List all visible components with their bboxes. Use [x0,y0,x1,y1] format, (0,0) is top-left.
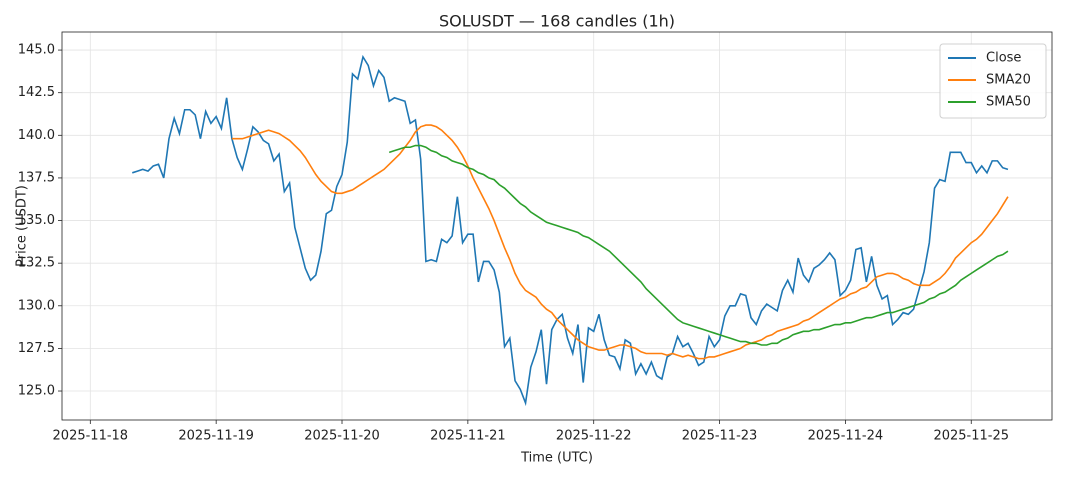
y-tick-label: 137.5 [18,170,55,185]
plot-frame [61,31,1053,421]
legend-label: Close [986,51,1021,66]
x-tick-label: 2025-11-21 [430,429,506,444]
legend-box [939,43,1047,119]
x-tick-label: 2025-11-18 [53,429,129,444]
y-tick-label: 125.0 [18,384,55,399]
y-tick-label: 145.0 [18,43,55,58]
y-tick-label: 132.5 [18,256,55,271]
x-tick-label: 2025-11-25 [933,429,1009,444]
y-tick-label: 140.0 [18,128,55,143]
y-tick-label: 127.5 [18,341,55,356]
y-axis-label: Price (USDT) [15,185,30,267]
line-series [132,54,1009,407]
x-tick-label: 2025-11-20 [304,429,380,444]
x-tick-label: 2025-11-19 [178,429,254,444]
x-axis-label: Time (UTC) [520,451,593,466]
line-series [388,144,1009,346]
legend-label: SMA50 [986,95,1031,110]
y-tick-label: 135.0 [18,213,55,228]
y-tick-label: 142.5 [18,85,55,100]
legend-label: SMA20 [986,73,1031,88]
chart-title: SOLUSDT — 168 candles (1h) [439,12,675,31]
y-tick-label: 130.0 [18,298,55,313]
x-tick-label: 2025-11-23 [682,429,758,444]
x-tick-label: 2025-11-22 [556,429,632,444]
x-tick-label: 2025-11-24 [808,429,884,444]
line-series [231,124,1009,360]
